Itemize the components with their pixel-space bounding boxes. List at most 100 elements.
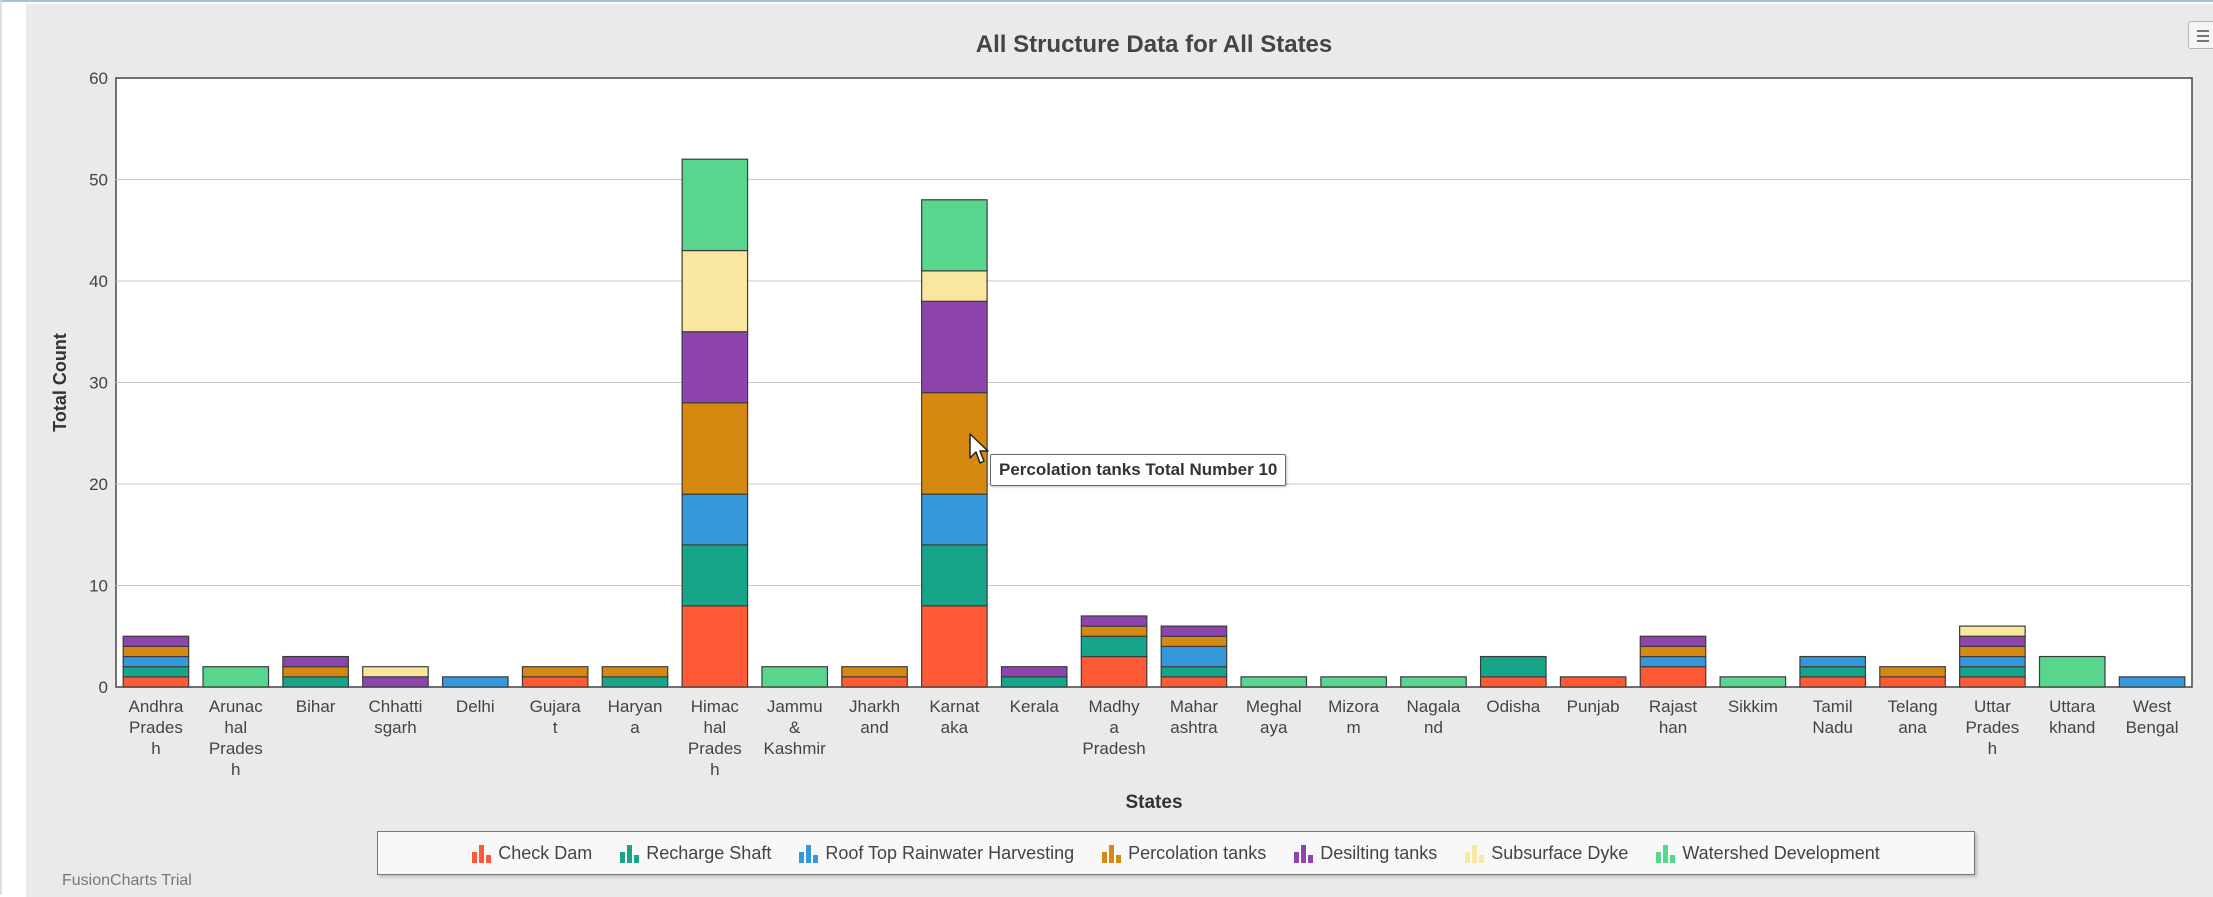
bar-segment[interactable] [1799, 676, 1867, 688]
bar-segment[interactable] [1639, 655, 1707, 668]
bar-segment[interactable] [1080, 625, 1148, 637]
bar-segment[interactable] [1080, 655, 1148, 688]
menu-icon [2197, 40, 2209, 42]
bar-segment[interactable] [1479, 655, 1547, 678]
bar-chart-icon [620, 843, 640, 863]
bar-segment[interactable] [681, 249, 749, 333]
export-menu-button[interactable] [2188, 21, 2213, 49]
bar-segment[interactable] [761, 666, 829, 688]
legend-label: Percolation tanks [1128, 842, 1267, 863]
y-tick-label: 0 [99, 678, 108, 697]
bar-segment[interactable] [282, 666, 349, 678]
bar-segment[interactable] [362, 676, 429, 688]
bar-segment[interactable] [681, 331, 749, 404]
x-tick-label: Himac hal Prades h [688, 697, 742, 779]
legend-item[interactable]: Watershed Development [1656, 843, 1880, 864]
bar-segment[interactable] [1879, 666, 1946, 678]
bar-segment[interactable] [1639, 666, 1707, 688]
bar-segment[interactable] [1719, 676, 1787, 688]
bar-segment[interactable] [521, 666, 589, 678]
bar-chart-icon [472, 843, 492, 863]
x-axis-label: States [1125, 792, 1182, 813]
bar-segment[interactable] [1160, 635, 1228, 647]
bar-segment[interactable] [122, 676, 190, 688]
bar-segment[interactable] [1959, 635, 2026, 647]
bar-segment[interactable] [122, 635, 190, 647]
bar-segment[interactable] [921, 544, 988, 607]
bar-segment[interactable] [202, 666, 270, 688]
bar-segment[interactable] [122, 645, 190, 658]
x-tick-label: Madhy a Pradesh [1082, 697, 1145, 758]
bar-segment[interactable] [122, 655, 190, 668]
bar-segment[interactable] [1080, 635, 1148, 658]
bar-segment[interactable] [1000, 666, 1068, 678]
bar-segment[interactable] [921, 493, 988, 546]
bar-segment[interactable] [681, 493, 749, 546]
bar-segment[interactable] [921, 300, 988, 394]
bar-segment[interactable] [841, 666, 908, 678]
bar-segment[interactable] [681, 605, 749, 688]
bar-chart-icon [1102, 843, 1122, 863]
bar-segment[interactable] [2038, 655, 2106, 688]
x-tick-label: Haryan a [608, 697, 663, 737]
legend-item[interactable]: Percolation tanks [1102, 843, 1266, 864]
bar-segment[interactable] [1559, 676, 1627, 688]
chart-canvas: 0 10 20 30 40 50 60 All Structure Data for All … [50, 31, 2193, 813]
bar-segment[interactable] [1879, 676, 1946, 688]
legend-label: Check Dam [498, 842, 593, 863]
bar-segment[interactable] [1479, 676, 1547, 688]
hover-tooltip: Percolation tanks Total Number 10 [990, 454, 1287, 486]
bar-segment[interactable] [921, 199, 988, 272]
x-tick-label: Delhi [456, 697, 495, 716]
bar-segment[interactable] [441, 676, 509, 688]
bar-segment[interactable] [1320, 676, 1387, 688]
bar-segment[interactable] [122, 666, 190, 678]
bar-segment[interactable] [1639, 635, 1707, 647]
legend-item[interactable]: Desilting tanks [1294, 843, 1437, 864]
y-axis-label: Total Count [50, 333, 70, 432]
bar-segment[interactable] [1639, 645, 1707, 658]
bar-segment[interactable] [1000, 676, 1068, 688]
legend-item[interactable]: Subsurface Dyke [1465, 843, 1628, 864]
bar-segment[interactable] [1799, 666, 1867, 678]
legend-item[interactable]: Check Dam [472, 843, 592, 864]
bar-segment[interactable] [1959, 625, 2026, 637]
bar-segment[interactable] [921, 270, 988, 302]
bar-segment[interactable] [681, 544, 749, 607]
legend-label: Roof Top Rainwater Harvesting [825, 842, 1075, 863]
bar-segment[interactable] [1400, 676, 1467, 688]
bar-segment[interactable] [601, 666, 669, 678]
x-tick-label: Jammu & Kashmir [764, 697, 827, 758]
bar-segment[interactable] [1080, 615, 1148, 627]
legend-item[interactable]: Roof Top Rainwater Harvesting [799, 843, 1074, 864]
y-tick-label: 50 [89, 171, 108, 190]
x-tick-label: Tamil Nadu [1812, 697, 1853, 737]
bar-segment[interactable] [1959, 666, 2026, 678]
bar-segment[interactable] [1799, 655, 1867, 668]
bar-segment[interactable] [1160, 676, 1228, 688]
bar-segment[interactable] [1959, 645, 2026, 658]
x-tick-label: Telang ana [1887, 697, 1937, 737]
bar-segment[interactable] [681, 402, 749, 495]
bar-segment[interactable] [2118, 676, 2186, 688]
x-tick-label: Kerala [1010, 697, 1060, 716]
bar-segment[interactable] [1160, 625, 1228, 637]
bar-segment[interactable] [1160, 645, 1228, 668]
bar-segment[interactable] [1160, 666, 1228, 678]
bar-segment[interactable] [681, 158, 749, 252]
bar-segment[interactable] [1959, 676, 2026, 688]
y-tick-label: 30 [89, 374, 108, 393]
x-tick-label: Punjab [1567, 697, 1620, 716]
bar-segment[interactable] [1240, 676, 1308, 688]
x-tick-label: Meghal aya [1246, 697, 1302, 737]
bar-segment[interactable] [282, 655, 349, 668]
bar-segment[interactable] [362, 666, 429, 678]
bar-segment[interactable] [841, 676, 908, 688]
bar-segment[interactable] [282, 676, 349, 688]
bar-segment[interactable] [521, 676, 589, 688]
bar-segment[interactable] [601, 676, 669, 688]
legend-item[interactable]: Recharge Shaft [620, 843, 771, 864]
bar-segment[interactable] [921, 605, 988, 688]
bar-segment[interactable] [1959, 655, 2026, 668]
